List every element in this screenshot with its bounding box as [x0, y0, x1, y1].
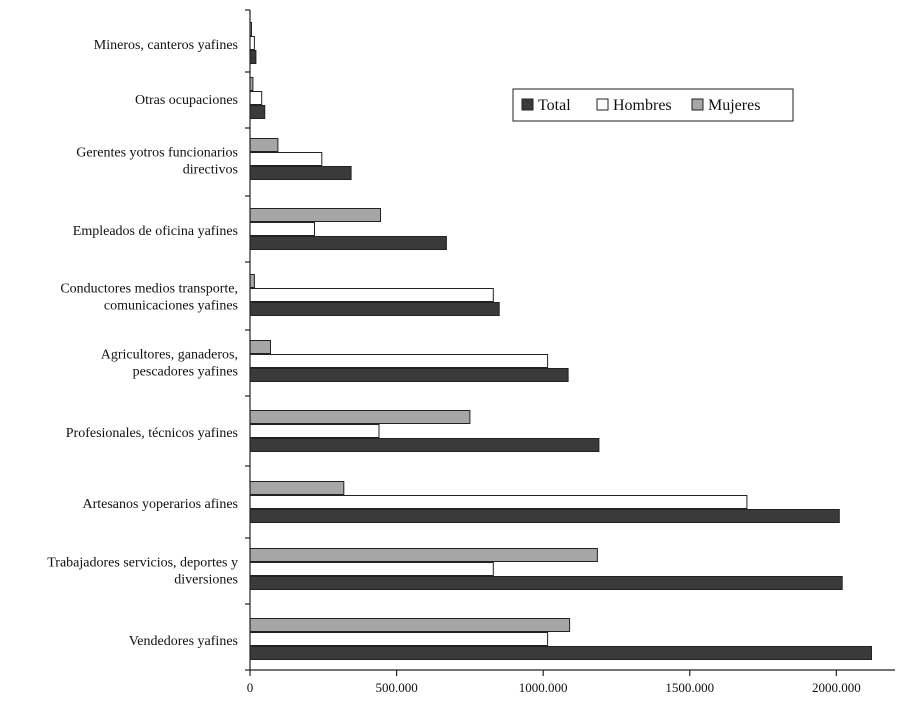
- bar-hombres-7: [249, 495, 748, 509]
- category-label-5-line-0: Agricultores, ganaderos,: [101, 348, 238, 363]
- bar-total-3: [249, 236, 447, 250]
- x-tick-label-4: 2000.000: [812, 680, 861, 695]
- bar-hombres-8: [249, 562, 494, 576]
- bar-mujeres-4: [249, 274, 255, 288]
- bar-hombres-4: [249, 288, 494, 302]
- bar-total-8: [249, 576, 843, 590]
- bar-mujeres-3: [249, 208, 381, 222]
- x-tick-label-2: 1000.000: [519, 680, 568, 695]
- bar-hombres-1: [249, 91, 263, 105]
- legend-swatch-total: [521, 98, 534, 111]
- category-label-4-line-0: Conductores medios transporte,: [60, 282, 238, 297]
- bar-total-6: [249, 438, 600, 452]
- x-tick-label-0: 0: [247, 680, 254, 695]
- category-label-3: Empleados de oficina yafines: [73, 224, 238, 239]
- bar-hombres-5: [249, 354, 549, 368]
- bar-hombres-6: [249, 424, 380, 438]
- bar-mujeres-5: [249, 340, 271, 354]
- category-label-2-line-0: Gerentes yotros funcionarios: [76, 146, 238, 161]
- x-tick-label-1: 500.000: [375, 680, 417, 695]
- legend-label-mujeres: Mujeres: [708, 97, 760, 114]
- category-label-1: Otras ocupaciones: [135, 93, 238, 108]
- bar-total-7: [249, 509, 840, 523]
- legend-swatch-hombres: [596, 98, 609, 111]
- bar-total-9: [249, 646, 872, 660]
- bar-mujeres-6: [249, 410, 471, 424]
- bar-total-2: [249, 166, 352, 180]
- bar-total-5: [249, 368, 569, 382]
- bar-mujeres-8: [249, 548, 598, 562]
- category-label-8-line-1: diversiones: [174, 573, 238, 588]
- category-label-5-line-1: pescadores yafines: [133, 365, 238, 380]
- bar-mujeres-2: [249, 138, 279, 152]
- bar-mujeres-9: [249, 618, 571, 632]
- category-label-7: Artesanos yoperarios afines: [82, 497, 238, 512]
- category-label-2-line-1: directivos: [183, 163, 238, 178]
- category-label-8-line-0: Trabajadores servicios, deportes y: [47, 556, 238, 571]
- bar-total-0: [249, 50, 257, 64]
- legend-label-total: Total: [538, 97, 571, 114]
- category-label-6: Profesionales, técnicos yafines: [66, 426, 238, 441]
- bar-hombres-2: [249, 152, 323, 166]
- bar-hombres-9: [249, 632, 549, 646]
- legend-swatch-mujeres: [691, 98, 704, 111]
- bar-total-4: [249, 302, 500, 316]
- category-label-4-line-1: comunicaciones yafines: [104, 299, 238, 314]
- legend-label-hombres: Hombres: [613, 97, 672, 114]
- x-tick-label-3: 1500.000: [665, 680, 714, 695]
- category-label-9: Vendedores yafines: [129, 634, 238, 649]
- bar-mujeres-7: [249, 481, 345, 495]
- legend-box: [512, 88, 794, 122]
- bar-hombres-0: [249, 36, 255, 50]
- category-label-0: Mineros, canteros yafines: [94, 38, 238, 53]
- bar-hombres-3: [249, 222, 315, 236]
- bar-total-1: [249, 105, 266, 119]
